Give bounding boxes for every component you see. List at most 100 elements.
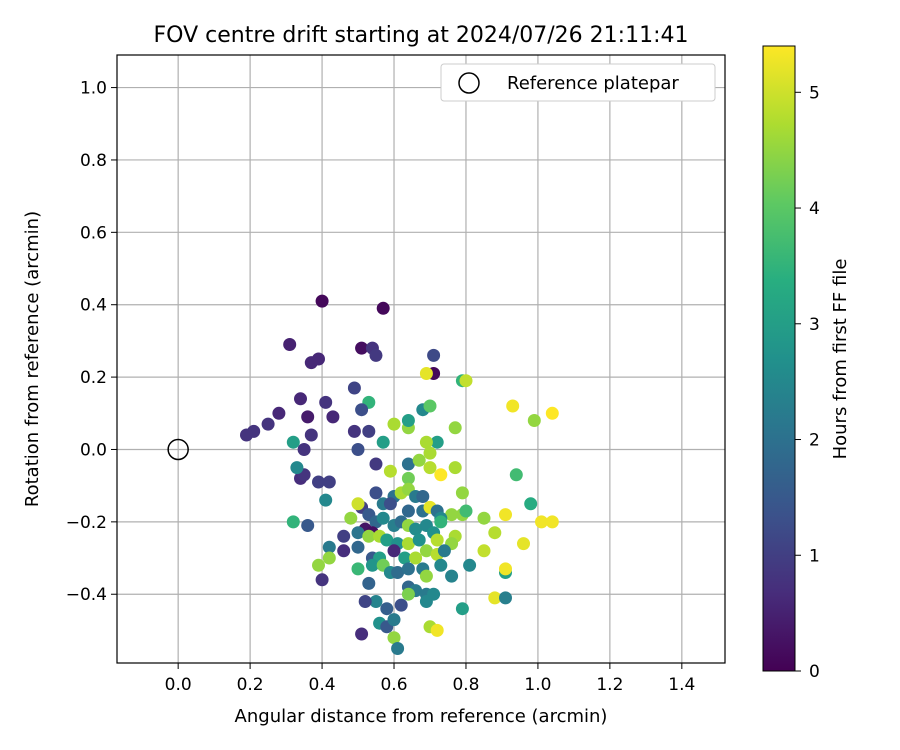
y-tick-label: 0.6 xyxy=(80,223,107,243)
data-point xyxy=(304,428,318,442)
data-points xyxy=(240,294,559,655)
data-point xyxy=(430,533,444,547)
data-point xyxy=(312,558,325,572)
data-point xyxy=(283,338,297,351)
data-point xyxy=(412,453,426,467)
data-point xyxy=(365,558,379,572)
x-tick-label: 0.0 xyxy=(165,675,192,695)
data-point xyxy=(290,461,304,475)
data-point xyxy=(391,642,405,655)
y-axis-ticks: −0.4 −0.2 0.0 0.2 0.4 0.6 0.8 1.0 xyxy=(66,79,117,605)
data-point xyxy=(286,515,300,529)
plot-frame xyxy=(116,54,726,664)
data-point xyxy=(437,544,451,558)
data-point xyxy=(301,519,315,532)
x-tick-label: 1.4 xyxy=(668,675,695,695)
data-point xyxy=(355,341,369,355)
colorbar-tick-label: 5 xyxy=(809,83,820,103)
y-tick-label: 0.2 xyxy=(80,368,107,388)
data-point xyxy=(344,511,358,525)
data-point xyxy=(326,410,340,424)
data-point xyxy=(517,537,530,551)
data-point xyxy=(401,562,415,576)
data-point xyxy=(419,569,433,583)
x-tick-label: 0.4 xyxy=(309,675,336,695)
data-point xyxy=(463,558,477,572)
data-point xyxy=(509,468,523,482)
data-point xyxy=(369,595,383,608)
data-point xyxy=(455,486,469,500)
data-point xyxy=(419,595,433,608)
data-point xyxy=(369,486,383,500)
data-point xyxy=(355,403,369,417)
data-point xyxy=(297,443,311,456)
data-point xyxy=(401,537,415,551)
data-point xyxy=(380,533,394,547)
data-point xyxy=(398,551,412,565)
data-point xyxy=(488,591,502,605)
data-point xyxy=(272,406,286,420)
data-point xyxy=(240,428,253,442)
data-point xyxy=(322,540,336,554)
y-tick-label: 0.0 xyxy=(80,440,107,460)
data-point xyxy=(401,471,415,485)
data-point xyxy=(445,508,459,522)
legend-label: Reference platepar xyxy=(507,73,679,94)
grid-lines xyxy=(117,55,725,663)
data-point xyxy=(419,435,433,449)
data-point xyxy=(376,511,390,525)
x-tick-label: 1.0 xyxy=(524,675,551,695)
data-point xyxy=(312,475,325,489)
data-point xyxy=(369,457,383,471)
colorbar-tick-label: 0 xyxy=(809,662,820,682)
data-point xyxy=(409,522,423,536)
data-point xyxy=(315,294,329,308)
x-tick-label: 0.6 xyxy=(380,675,407,695)
colorbar-tick-label: 1 xyxy=(809,546,820,566)
data-point xyxy=(419,544,433,558)
y-tick-label: 0.4 xyxy=(80,296,107,316)
data-point xyxy=(401,457,415,471)
data-point xyxy=(387,544,401,558)
data-point xyxy=(535,515,548,529)
data-point xyxy=(506,399,520,413)
data-point xyxy=(376,301,390,315)
data-point xyxy=(337,529,351,543)
data-point xyxy=(286,435,300,449)
y-tick-label: 0.8 xyxy=(80,151,107,171)
data-point xyxy=(545,406,559,420)
data-point xyxy=(347,424,361,438)
data-point xyxy=(358,595,372,608)
data-point xyxy=(351,562,365,576)
data-point xyxy=(499,591,512,605)
data-point xyxy=(430,435,444,449)
colorbar-tick-label: 3 xyxy=(809,315,820,335)
data-point xyxy=(380,602,394,616)
y-tick-label: −0.4 xyxy=(66,585,107,605)
data-point xyxy=(448,421,462,435)
data-point xyxy=(319,493,333,507)
reference-platepar-marker xyxy=(167,438,189,461)
data-point xyxy=(319,395,333,409)
data-point xyxy=(412,533,426,547)
data-point xyxy=(347,381,361,395)
data-point xyxy=(387,631,401,645)
data-point xyxy=(524,497,538,511)
data-point xyxy=(499,508,512,522)
data-point xyxy=(527,414,541,427)
colorbar-gradient xyxy=(762,45,796,672)
data-point xyxy=(391,566,405,579)
data-point xyxy=(315,573,329,587)
data-point xyxy=(455,602,469,616)
x-axis-label: Angular distance from reference (arcmin) xyxy=(235,706,608,727)
colorbar-ticks: 0 1 2 3 4 5 xyxy=(795,83,820,682)
data-point xyxy=(351,497,365,511)
data-point xyxy=(499,562,512,576)
data-point xyxy=(337,544,351,558)
data-point xyxy=(261,417,275,431)
data-point xyxy=(351,526,365,540)
data-point xyxy=(434,558,448,572)
data-point xyxy=(312,352,325,366)
data-point xyxy=(376,435,390,449)
